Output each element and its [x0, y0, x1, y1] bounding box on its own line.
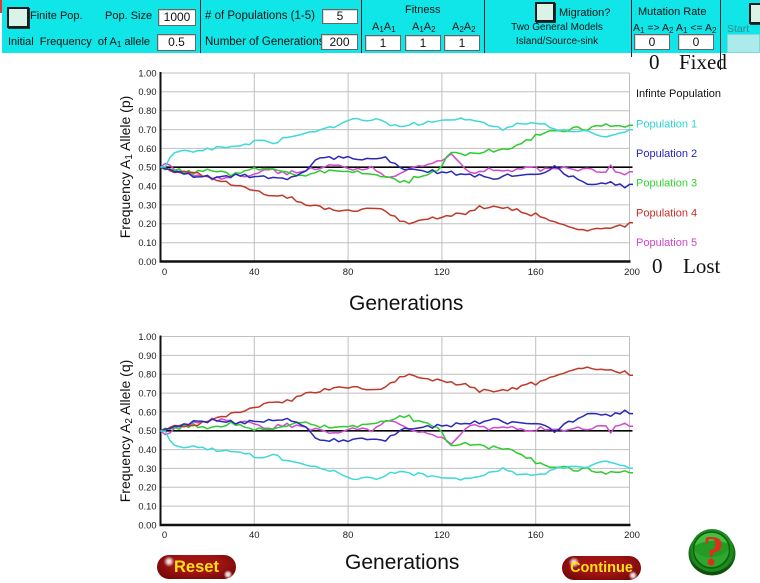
svg-text:40: 40: [249, 267, 260, 278]
svg-text:0: 0: [162, 267, 167, 278]
svg-text:Population 3: Population 3: [636, 177, 697, 189]
svg-text:0.50: 0.50: [138, 163, 156, 173]
svg-text:160: 160: [528, 530, 544, 541]
svg-text:?: ?: [701, 528, 724, 575]
svg-text:0.70: 0.70: [138, 388, 156, 398]
svg-text:Population 2: Population 2: [636, 148, 697, 160]
svg-text:1.00: 1.00: [138, 332, 156, 342]
svg-text:0.20: 0.20: [138, 483, 156, 493]
svg-text:Population 4: Population 4: [636, 207, 697, 219]
svg-text:Population 1: Population 1: [636, 118, 697, 130]
svg-text:80: 80: [343, 530, 354, 541]
svg-text:0.00: 0.00: [138, 257, 156, 267]
svg-text:0.80: 0.80: [138, 370, 156, 380]
svg-text:0.60: 0.60: [138, 407, 156, 417]
svg-text:1.00: 1.00: [138, 68, 156, 78]
svg-text:200: 200: [624, 530, 640, 541]
svg-text:0.90: 0.90: [138, 87, 156, 97]
svg-text:0.40: 0.40: [138, 445, 156, 455]
svg-text:Frequency A2 Allele (q): Frequency A2 Allele (q): [117, 360, 135, 503]
svg-text:0.00: 0.00: [138, 520, 156, 530]
svg-text:80: 80: [343, 267, 354, 278]
svg-text:0.50: 0.50: [138, 426, 156, 436]
svg-text:Infinte Population: Infinte Population: [636, 88, 721, 100]
svg-text:0.30: 0.30: [138, 464, 156, 474]
svg-text:0.40: 0.40: [138, 182, 156, 192]
svg-text:160: 160: [528, 267, 544, 278]
svg-text:0.30: 0.30: [138, 200, 156, 210]
svg-text:0.10: 0.10: [138, 238, 156, 248]
svg-text:Population 5: Population 5: [636, 237, 697, 249]
svg-text:Frequency A1 Allele (p): Frequency A1 Allele (p): [117, 96, 135, 239]
svg-text:0.20: 0.20: [138, 219, 156, 229]
svg-text:40: 40: [249, 530, 260, 541]
svg-text:0.90: 0.90: [138, 351, 156, 361]
svg-text:120: 120: [434, 530, 450, 541]
svg-text:120: 120: [434, 267, 450, 278]
svg-text:0.70: 0.70: [138, 125, 156, 135]
svg-text:0.60: 0.60: [138, 144, 156, 154]
svg-text:0: 0: [162, 530, 167, 541]
svg-text:0.10: 0.10: [138, 502, 156, 512]
svg-text:0.80: 0.80: [138, 106, 156, 116]
svg-text:200: 200: [624, 267, 640, 278]
